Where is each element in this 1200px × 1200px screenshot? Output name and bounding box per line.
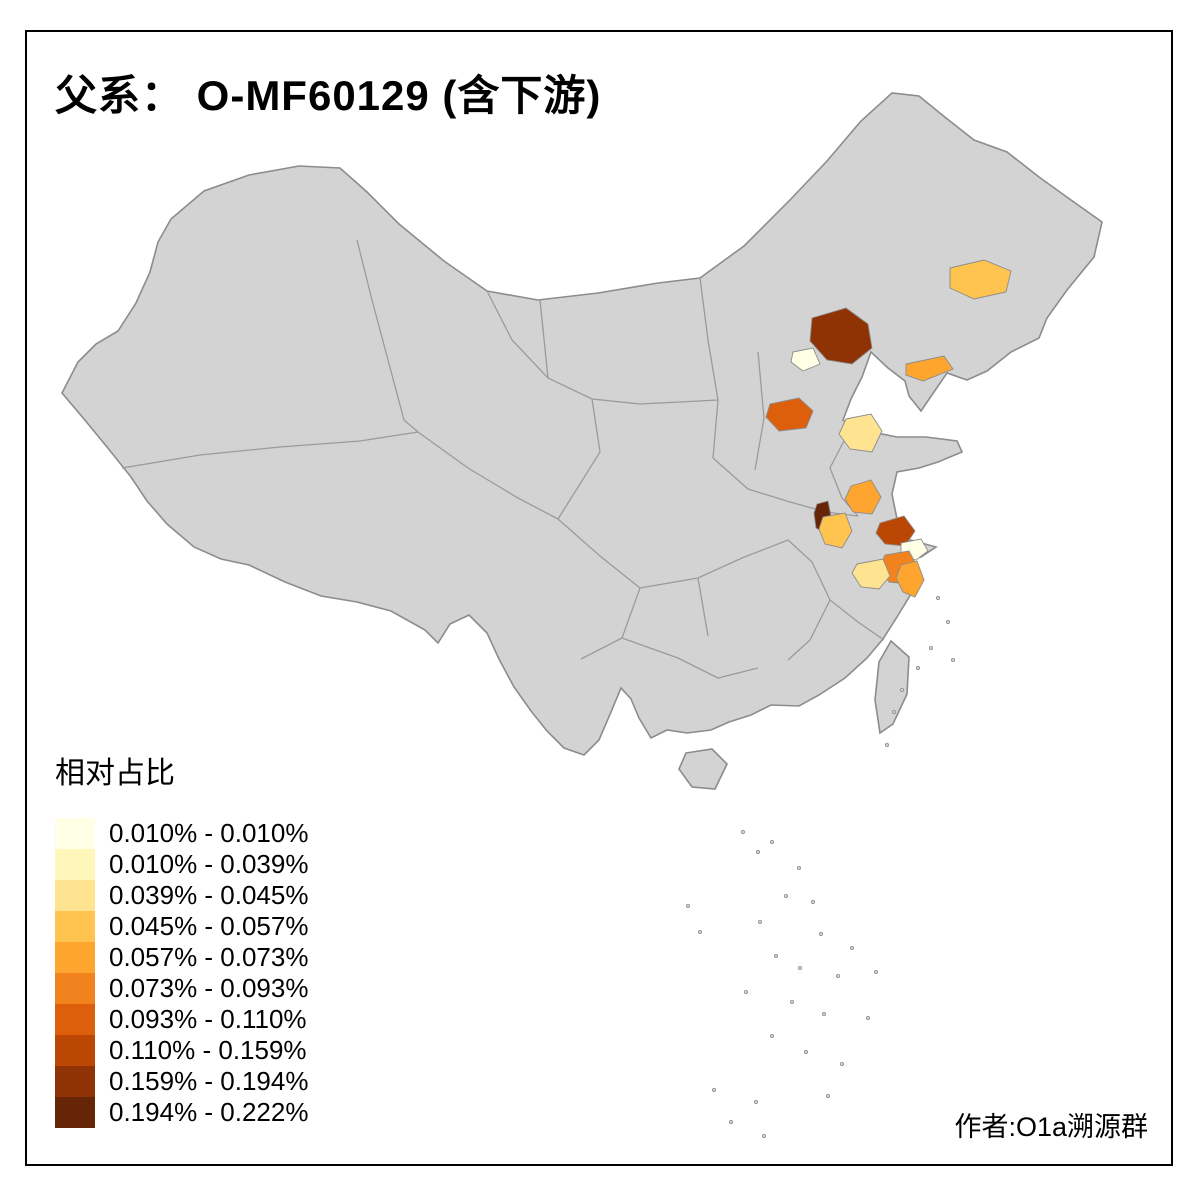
legend-row: 0.073% - 0.093%: [55, 973, 308, 1004]
legend-swatch: [55, 818, 95, 849]
map-region-5: [765, 397, 814, 432]
mainland-outline: [61, 92, 1103, 756]
legend-label: 0.194% - 0.222%: [109, 1097, 309, 1127]
legend-row: 0.045% - 0.057%: [55, 911, 308, 942]
legend-row: 0.039% - 0.045%: [55, 880, 308, 911]
legend-row: 0.010% - 0.039%: [55, 849, 308, 880]
legend-swatch: [55, 849, 95, 880]
hainan-island: [678, 748, 728, 790]
legend-label: 0.010% - 0.039%: [109, 849, 309, 879]
legend: 相对占比 0.010% - 0.010% 0.010% - 0.039% 0.0…: [55, 748, 308, 1128]
legend-label: 0.073% - 0.093%: [109, 973, 309, 1003]
map-region-2: [790, 347, 821, 372]
map-region-7: [844, 479, 882, 515]
legend-row: 0.110% - 0.159%: [55, 1035, 308, 1066]
legend-row: 0.057% - 0.073%: [55, 942, 308, 973]
map-region-3: [949, 259, 1012, 300]
map-region-4: [905, 355, 954, 382]
highlighted-regions: [765, 259, 1012, 598]
legend-label: 0.110% - 0.159%: [109, 1035, 307, 1065]
legend-rows: 0.010% - 0.010% 0.010% - 0.039% 0.039% -…: [55, 818, 308, 1128]
page-title: 父系： O-MF60129 (含下游): [55, 72, 602, 119]
map-region-14: [895, 560, 925, 598]
legend-swatch: [55, 1097, 95, 1128]
legend-label: 0.093% - 0.110%: [109, 1004, 307, 1034]
map-region-13: [851, 558, 891, 590]
legend-row: 0.093% - 0.110%: [55, 1004, 308, 1035]
legend-row: 0.010% - 0.010%: [55, 818, 308, 849]
map-region-1: [809, 307, 873, 365]
legend-label: 0.057% - 0.073%: [109, 942, 309, 972]
legend-swatch: [55, 1004, 95, 1035]
small-islands: [686, 596, 956, 1139]
map-region-6: [838, 413, 883, 453]
legend-label: 0.039% - 0.045%: [109, 880, 309, 910]
author-credit: 作者:O1a溯源群: [954, 1112, 1148, 1142]
legend-swatch: [55, 911, 95, 942]
legend-swatch: [55, 1066, 95, 1097]
legend-label: 0.010% - 0.010%: [109, 818, 309, 848]
legend-label: 0.045% - 0.057%: [109, 911, 309, 941]
legend-title: 相对占比: [55, 757, 175, 790]
map-region-9: [818, 512, 853, 549]
legend-row: 0.159% - 0.194%: [55, 1066, 308, 1097]
legend-swatch: [55, 1035, 95, 1066]
legend-swatch: [55, 942, 95, 973]
legend-row: 0.194% - 0.222%: [55, 1097, 308, 1128]
taiwan-island: [874, 639, 910, 735]
legend-swatch: [55, 973, 95, 1004]
legend-swatch: [55, 880, 95, 911]
legend-label: 0.159% - 0.194%: [109, 1066, 309, 1096]
